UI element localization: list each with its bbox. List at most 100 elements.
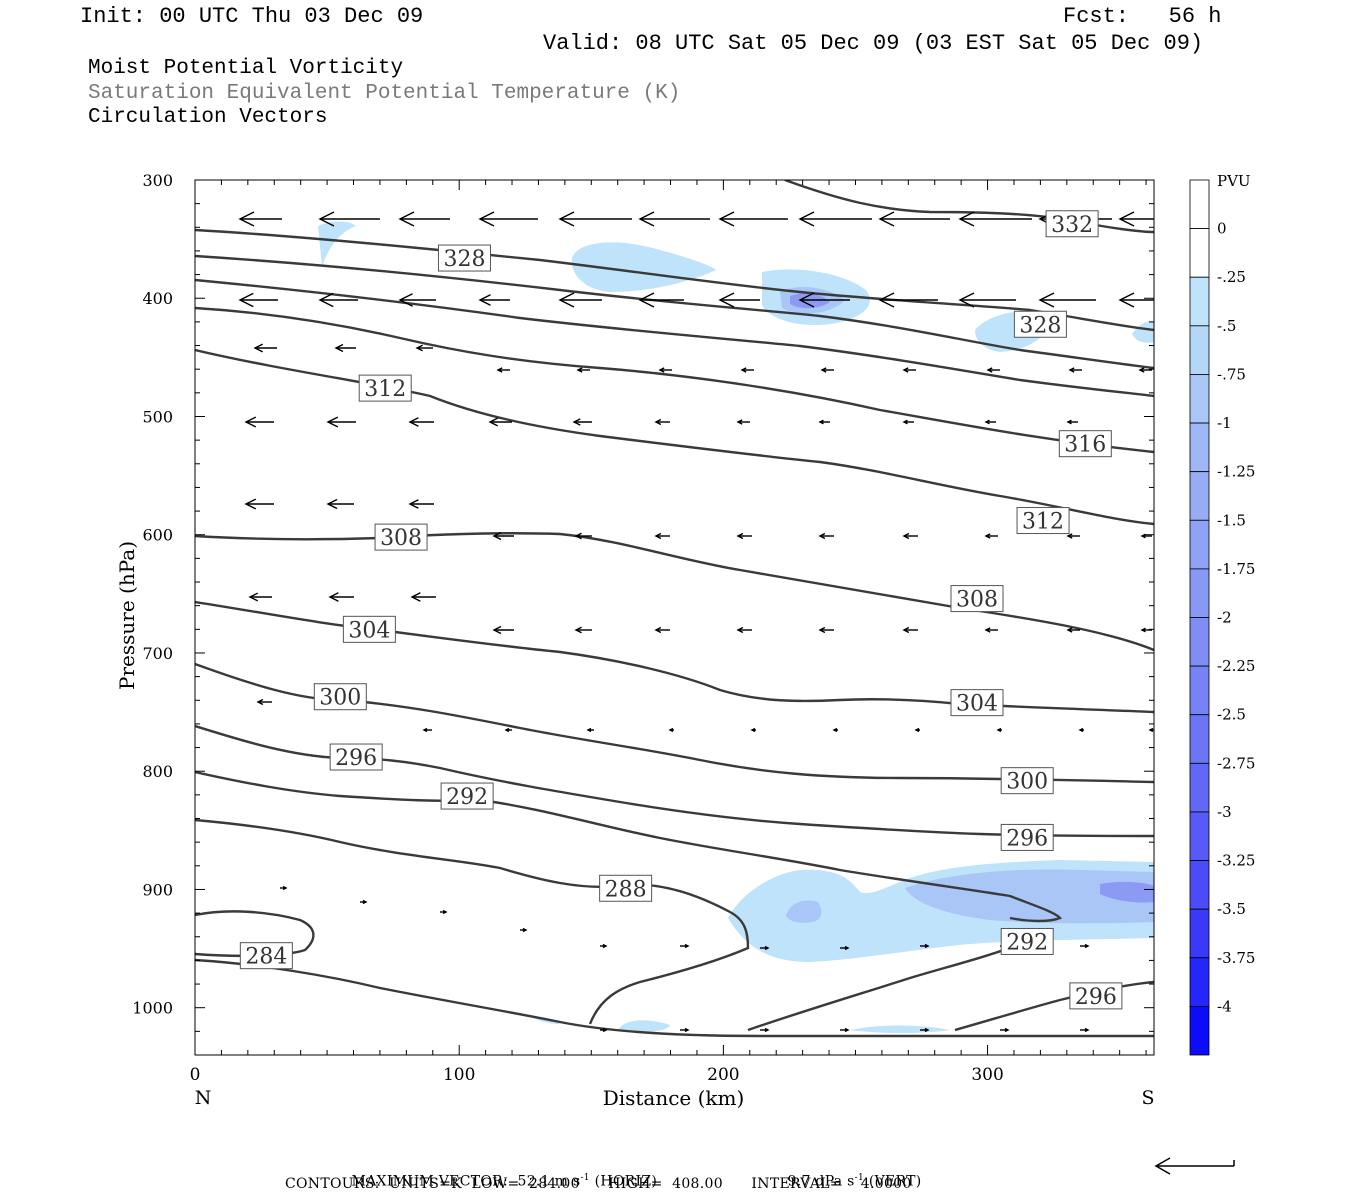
contour-label: 304 xyxy=(950,689,1004,717)
circulation-vector xyxy=(520,927,528,933)
svg-text:300: 300 xyxy=(1006,770,1048,795)
colorbar-level-label: -3 xyxy=(1217,803,1232,821)
circulation-vector xyxy=(318,292,358,308)
circulation-vector xyxy=(654,626,670,634)
circulation-vector xyxy=(840,1027,850,1033)
colorbar-level-label: -3.5 xyxy=(1217,900,1246,918)
colorbar-swatch xyxy=(1189,568,1210,618)
theta-es-contour-line xyxy=(195,278,1154,398)
circulation-vector xyxy=(440,909,448,915)
svg-text:332: 332 xyxy=(1051,213,1093,238)
theta-es-contour-line xyxy=(784,180,1154,234)
colorbar-swatch xyxy=(1189,908,1210,959)
svg-text:288: 288 xyxy=(605,877,647,902)
title-mpv: Moist Potential Vorticity xyxy=(88,57,404,80)
colorbar-swatch xyxy=(1189,276,1210,327)
circulation-vector xyxy=(818,419,830,425)
circulation-vector xyxy=(422,727,432,733)
circulation-vector xyxy=(902,532,918,540)
max-vector-title: MAXIMUM VECTOR: xyxy=(351,1173,508,1190)
contour-label: 308 xyxy=(374,523,428,551)
svg-text:328: 328 xyxy=(443,247,485,272)
colorbar-level-label: -1.25 xyxy=(1217,463,1255,481)
contour-label: 304 xyxy=(342,615,396,643)
circulation-vector xyxy=(914,727,920,733)
y-axis-title: Pressure (hPa) xyxy=(115,541,139,690)
circulation-vector xyxy=(1080,943,1090,949)
circulation-vector xyxy=(718,292,760,308)
theta-es-contour-line xyxy=(195,254,1154,370)
circulation-vector xyxy=(750,727,756,733)
circulation-vector xyxy=(415,344,433,352)
contour-label: 300 xyxy=(1000,767,1054,795)
colorbar-title: PVU xyxy=(1217,172,1251,190)
svg-text:296: 296 xyxy=(335,746,377,771)
svg-text:308: 308 xyxy=(956,588,998,613)
circulation-vector xyxy=(600,943,608,949)
circulation-vector xyxy=(600,1027,608,1033)
circulation-vector xyxy=(654,418,670,426)
circulation-vectors xyxy=(238,211,1154,1033)
colorbar-swatch xyxy=(1189,665,1210,716)
circulation-vector xyxy=(832,727,838,733)
circulation-vector xyxy=(1080,1027,1090,1033)
circulation-vector xyxy=(798,292,850,308)
contour-label: 308 xyxy=(950,585,1004,613)
pv-region xyxy=(1132,321,1154,343)
circulation-vector xyxy=(492,531,514,541)
circulation-vector xyxy=(638,211,710,227)
circulation-vector xyxy=(1118,211,1154,227)
colorbar-level-label: -.75 xyxy=(1217,365,1246,383)
circulation-vector xyxy=(318,211,380,227)
reference-vector-arrow xyxy=(1154,1157,1235,1175)
circulation-vector xyxy=(638,292,684,308)
circulation-vector xyxy=(558,211,632,227)
colorbar-swatch xyxy=(1189,374,1210,424)
circulation-vector xyxy=(1140,627,1152,633)
circulation-vector xyxy=(488,417,512,427)
circulation-vector xyxy=(902,419,914,425)
theta-es-contour-line xyxy=(195,770,1062,923)
contour-label: 312 xyxy=(1016,507,1070,535)
circulation-vector xyxy=(996,727,1002,733)
colorbar-level-label: -2 xyxy=(1217,609,1232,627)
circulation-vector xyxy=(238,292,278,308)
circulation-vector xyxy=(1118,292,1154,308)
svg-text:284: 284 xyxy=(245,945,287,970)
circulation-vector xyxy=(576,367,590,373)
theta-es-contour-line xyxy=(195,306,1154,454)
x-axis-title: Distance (km) xyxy=(603,1086,745,1110)
theta-es-contour-line xyxy=(195,532,1154,652)
circulation-vector xyxy=(920,943,930,949)
circulation-vector xyxy=(492,625,514,635)
circulation-vector xyxy=(1066,533,1080,539)
svg-text:296: 296 xyxy=(1075,985,1117,1010)
circulation-vector xyxy=(878,292,938,308)
circulation-vector xyxy=(244,498,274,510)
contour-label: 296 xyxy=(1000,823,1054,851)
circulation-vector xyxy=(736,419,750,425)
circulation-vector xyxy=(574,532,592,540)
colorbar-swatch xyxy=(1189,811,1210,861)
circulation-vector xyxy=(398,211,450,227)
contour-label: 288 xyxy=(599,874,653,902)
pv-region xyxy=(618,1020,670,1033)
circulation-vector xyxy=(478,211,538,227)
colorbar-level-label: -.5 xyxy=(1217,317,1236,335)
svg-text:316: 316 xyxy=(1064,433,1106,458)
colorbar-swatch xyxy=(1189,179,1210,230)
svg-text:292: 292 xyxy=(446,785,488,810)
contour-info: CONTOURS: UNITS=K LOW= 284.00 HIGH= 408.… xyxy=(285,1176,912,1192)
max-vert-label: 9.7 dPa s-1 (VERT) xyxy=(778,1157,922,1190)
theta-es-contour-line xyxy=(195,958,1154,1038)
circulation-vector xyxy=(408,417,434,427)
colorbar-swatch xyxy=(1189,471,1210,521)
colorbar-level-label: -1.5 xyxy=(1217,511,1246,529)
theta-es-contour-line xyxy=(747,942,1021,1032)
circulation-vector xyxy=(1138,367,1152,373)
contour-label: 328 xyxy=(1013,310,1067,338)
valid-time: Valid: 08 UTC Sat 05 Dec 09 (03 EST Sat … xyxy=(543,31,1204,56)
vert-tag: (VERT) xyxy=(868,1173,922,1190)
circulation-vector xyxy=(740,367,754,373)
